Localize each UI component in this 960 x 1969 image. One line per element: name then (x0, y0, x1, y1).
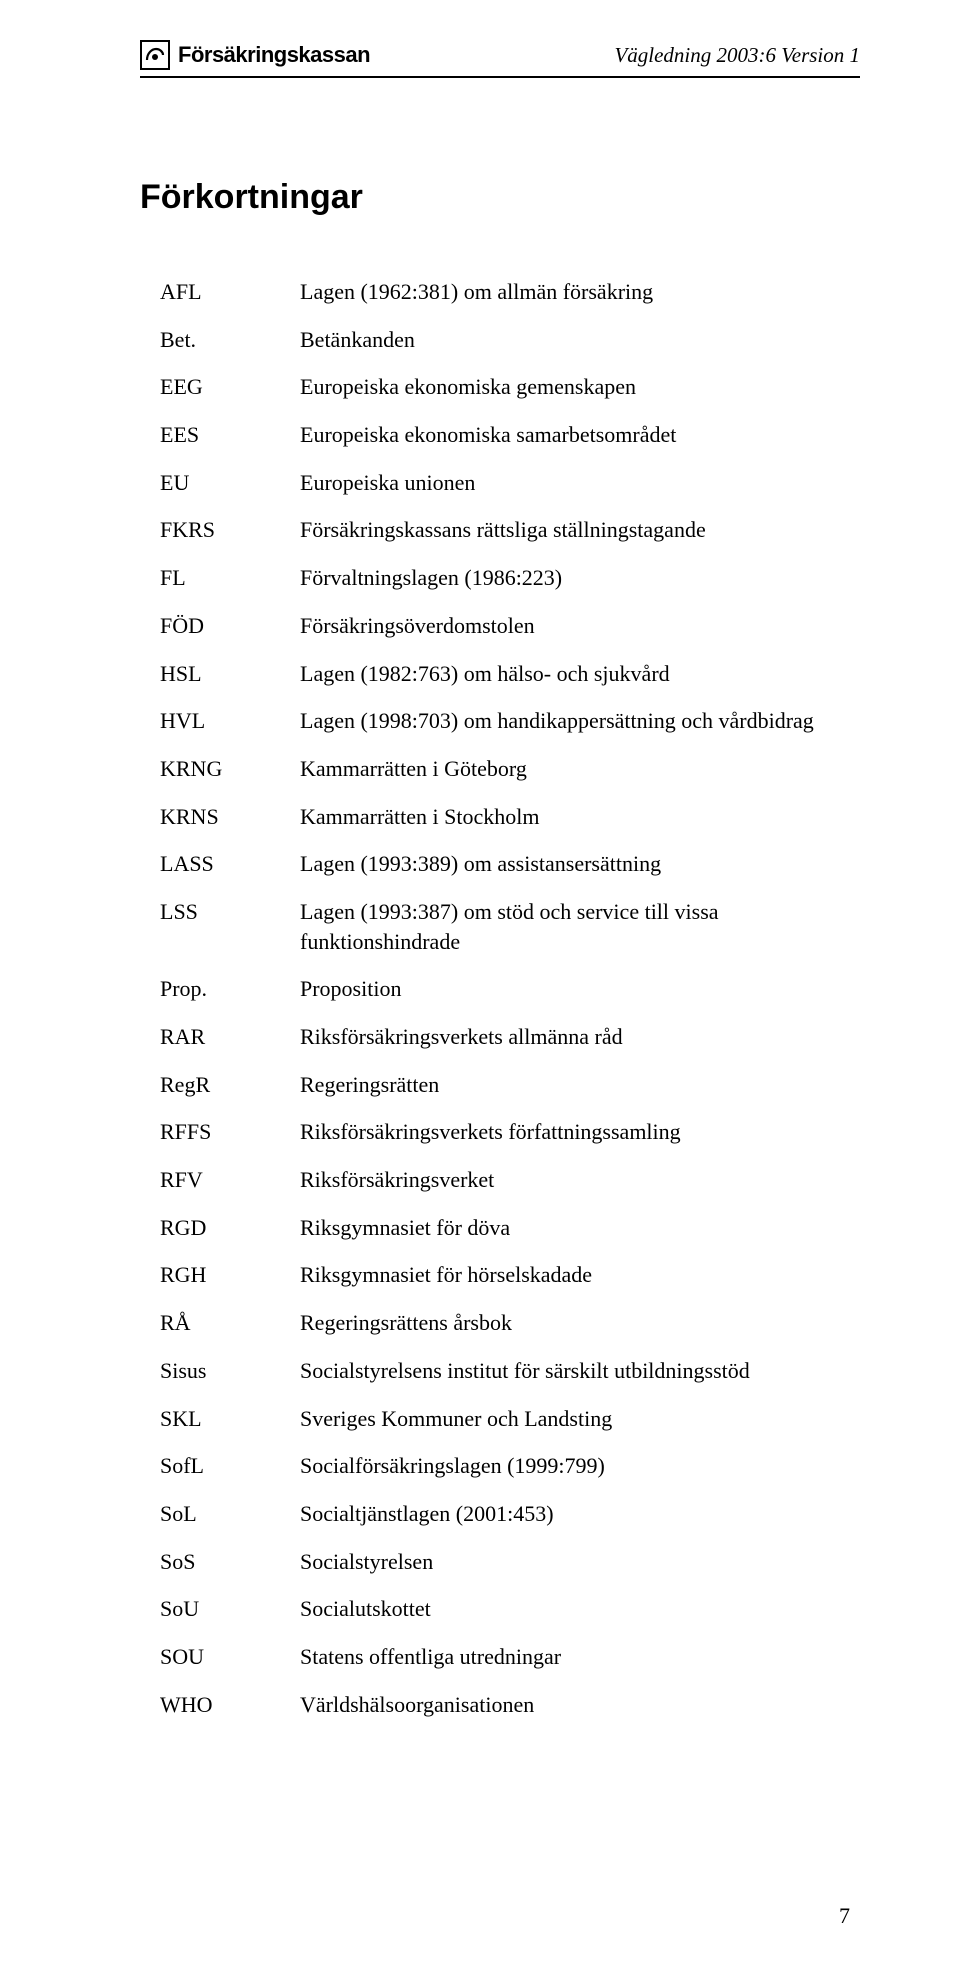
abbr-term: RAR (160, 1022, 290, 1052)
abbr-definition: Kammarrätten i Stockholm (300, 802, 820, 832)
abbr-term: Sisus (160, 1356, 290, 1386)
doc-reference: Vägledning 2003:6 Version 1 (614, 43, 860, 68)
abbr-term: RegR (160, 1070, 290, 1100)
page-number: 7 (839, 1903, 850, 1929)
abbr-definition: Regeringsrätten (300, 1070, 820, 1100)
abbr-term: SoU (160, 1594, 290, 1624)
abbr-definition: Lagen (1993:387) om stöd och service til… (300, 897, 820, 956)
abbr-definition: Kammarrätten i Göteborg (300, 754, 820, 784)
abbr-definition: Socialstyrelsen (300, 1547, 820, 1577)
abbr-term: EES (160, 420, 290, 450)
abbr-term: Prop. (160, 974, 290, 1004)
page-title: Förkortningar (140, 178, 860, 217)
abbr-definition: Socialförsäkringslagen (1999:799) (300, 1451, 820, 1481)
abbr-definition: Lagen (1993:389) om assistansersättning (300, 849, 820, 879)
abbr-term: SoL (160, 1499, 290, 1529)
abbr-definition: Lagen (1998:703) om handikappersättning … (300, 706, 820, 736)
abbr-term: FÖD (160, 611, 290, 641)
abbr-definition: Lagen (1982:763) om hälso- och sjukvård (300, 659, 820, 689)
abbr-term: FL (160, 563, 290, 593)
abbr-term: KRNS (160, 802, 290, 832)
abbr-term: LASS (160, 849, 290, 879)
abbr-definition: Europeiska unionen (300, 468, 820, 498)
abbr-definition: Socialstyrelsens institut för särskilt u… (300, 1356, 820, 1386)
abbr-term: SKL (160, 1404, 290, 1434)
abbr-term: RGD (160, 1213, 290, 1243)
abbr-definition: Statens offentliga utredningar (300, 1642, 820, 1672)
page-header: Försäkringskassan Vägledning 2003:6 Vers… (140, 40, 860, 78)
abbr-definition: Europeiska ekonomiska gemenskapen (300, 372, 820, 402)
abbr-definition: Förvaltningslagen (1986:223) (300, 563, 820, 593)
abbr-definition: Socialtjänstlagen (2001:453) (300, 1499, 820, 1529)
abbr-term: RFFS (160, 1117, 290, 1147)
abbr-term: RÅ (160, 1308, 290, 1338)
abbr-definition: Riksgymnasiet för hörselskadade (300, 1260, 820, 1290)
abbr-term: WHO (160, 1690, 290, 1720)
abbr-definition: Betänkanden (300, 325, 820, 355)
abbr-definition: Världshälsoorganisationen (300, 1690, 820, 1720)
abbr-definition: Riksförsäkringsverkets författningssamli… (300, 1117, 820, 1147)
abbr-term: AFL (160, 277, 290, 307)
abbr-definition: Socialutskottet (300, 1594, 820, 1624)
abbr-term: HSL (160, 659, 290, 689)
logo-icon (140, 40, 170, 70)
logo-block: Försäkringskassan (140, 40, 370, 70)
abbr-term: LSS (160, 897, 290, 956)
abbr-term: HVL (160, 706, 290, 736)
abbr-term: EU (160, 468, 290, 498)
abbreviation-list: AFL Lagen (1962:381) om allmän försäkring… (160, 277, 860, 1719)
abbr-definition: Sveriges Kommuner och Landsting (300, 1404, 820, 1434)
abbr-term: FKRS (160, 515, 290, 545)
abbr-definition: Försäkringsöverdomstolen (300, 611, 820, 641)
abbr-term: SoS (160, 1547, 290, 1577)
abbr-definition: Riksgymnasiet för döva (300, 1213, 820, 1243)
abbr-term: RFV (160, 1165, 290, 1195)
abbr-term: SofL (160, 1451, 290, 1481)
abbr-term: SOU (160, 1642, 290, 1672)
abbr-term: KRNG (160, 754, 290, 784)
abbr-definition: Proposition (300, 974, 820, 1004)
abbr-term: RGH (160, 1260, 290, 1290)
abbr-definition: Riksförsäkringsverket (300, 1165, 820, 1195)
abbr-definition: Lagen (1962:381) om allmän försäkring (300, 277, 820, 307)
abbr-term: Bet. (160, 325, 290, 355)
abbr-definition: Försäkringskassans rättsliga ställningst… (300, 515, 820, 545)
logo-text: Försäkringskassan (178, 42, 370, 68)
abbr-definition: Europeiska ekonomiska samarbetsområdet (300, 420, 820, 450)
abbr-definition: Riksförsäkringsverkets allmänna råd (300, 1022, 820, 1052)
abbr-definition: Regeringsrättens årsbok (300, 1308, 820, 1338)
abbr-term: EEG (160, 372, 290, 402)
